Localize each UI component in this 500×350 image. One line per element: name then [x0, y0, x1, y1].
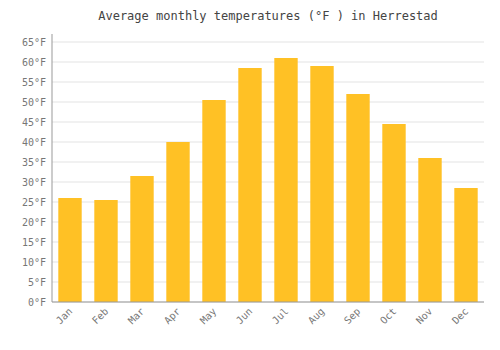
y-tick-label: 5°F: [28, 277, 46, 288]
x-tick-label: May: [198, 306, 219, 327]
bars: [58, 58, 477, 302]
y-tick-label: 50°F: [22, 97, 46, 108]
chart-container: Average monthly temperatures (°F ) in He…: [0, 0, 500, 350]
bar: [454, 188, 477, 302]
x-tick-label: Jun: [234, 306, 255, 327]
title: Average monthly temperatures (°F ) in He…: [98, 9, 438, 23]
x-axis-line: [52, 302, 484, 303]
bar: [130, 176, 153, 302]
bar: [94, 200, 117, 302]
y-tick-label: 35°F: [22, 157, 46, 168]
bar: [274, 58, 297, 302]
y-tick-label: 65°F: [22, 37, 46, 48]
x-tick-label: Apr: [162, 306, 183, 327]
bar: [166, 142, 189, 302]
bar: [382, 124, 405, 302]
y-tick-label: 55°F: [22, 77, 46, 88]
y-tick-label: 30°F: [22, 177, 46, 188]
grid-line: [52, 302, 484, 303]
y-tick-label: 25°F: [22, 197, 46, 208]
grid-line: [52, 102, 484, 103]
y-tick-label: 60°F: [22, 57, 46, 68]
grid-line: [52, 82, 484, 83]
x-tick-label: Oct: [378, 306, 399, 327]
y-tick-label: 45°F: [22, 117, 46, 128]
x-tick-label: Feb: [90, 306, 111, 327]
x-tick-label: Nov: [414, 306, 435, 327]
y-tick-label: 40°F: [22, 137, 46, 148]
y-axis: 0°F 5°F 10°F 15°F 20°F 25°F 30°F 35°F 40°F 45°F 50…: [22, 37, 484, 308]
y-tick-label: 15°F: [22, 237, 46, 248]
grid-line: [52, 62, 484, 63]
bar: [310, 66, 333, 302]
y-tick-label: 10°F: [22, 257, 46, 268]
x-tick-label: Mar: [126, 306, 147, 327]
y-tick-label: 0°F: [28, 297, 46, 308]
chart: Average monthly temperatures (°F ) in He…: [0, 0, 500, 350]
y-tick-label: 20°F: [22, 217, 46, 228]
x-axis: Jan Feb Mar Apr May Jun Jul Aug Sep Oct Nov Dec: [54, 306, 471, 327]
bar: [202, 100, 225, 302]
grid-line: [52, 122, 484, 123]
y-axis-line: [52, 34, 53, 302]
x-tick-label: Dec: [450, 306, 471, 327]
bar: [238, 68, 261, 302]
bar: [418, 158, 441, 302]
x-tick-label: Sep: [342, 306, 363, 327]
grid-line: [52, 142, 484, 143]
bar: [58, 198, 81, 302]
x-tick-label: Aug: [306, 306, 327, 327]
bar: [346, 94, 369, 302]
x-tick-label: Jan: [54, 306, 75, 327]
grid-line: [52, 42, 484, 43]
x-tick-label: Jul: [270, 306, 291, 327]
